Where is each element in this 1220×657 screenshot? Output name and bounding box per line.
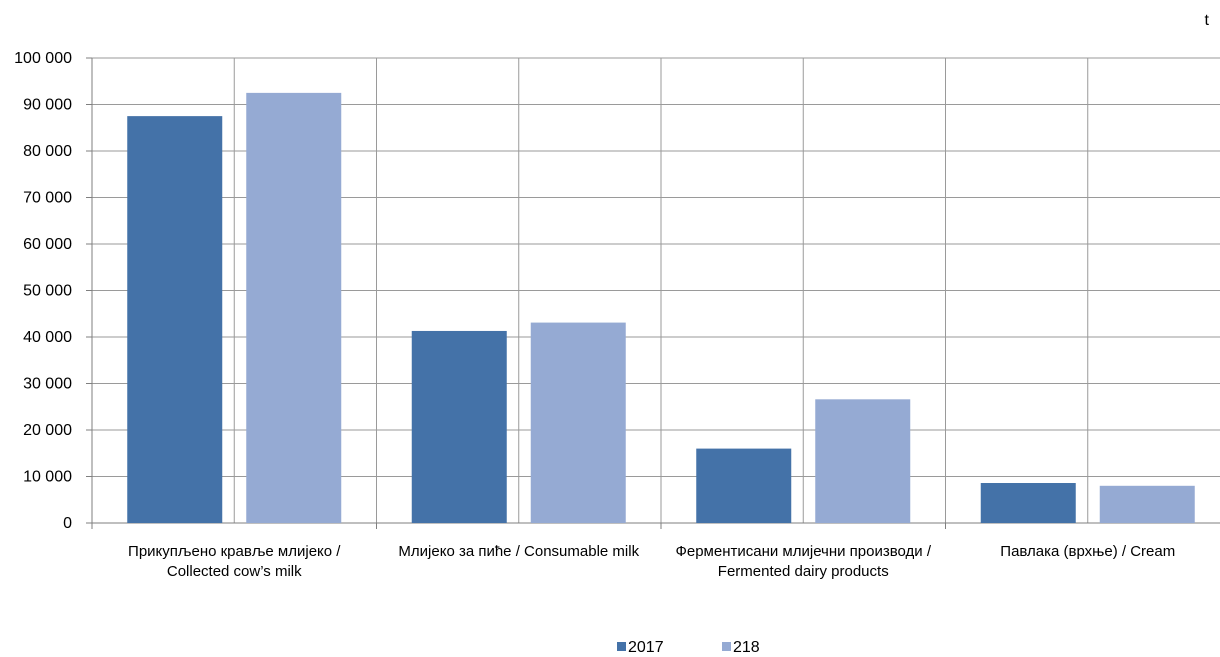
legend-label-2017: 2017 (628, 639, 664, 656)
bar-2017-0 (127, 116, 223, 523)
y-tick-label: 30 000 (23, 376, 72, 393)
bar-2017-1 (411, 330, 507, 523)
category-label-consumable-milk: Млијеко за пиће / Consumable milk (398, 543, 640, 560)
legend-item-218: 218 (722, 640, 760, 656)
y-tick-label: 70 000 (23, 190, 72, 207)
bar-2017-3 (980, 483, 1076, 523)
bar-218-3 (1099, 485, 1195, 523)
bar-2017-2 (696, 448, 792, 523)
y-tick-label: 20 000 (23, 422, 72, 439)
legend-label-218: 218 (733, 639, 760, 656)
unit-label: t (1204, 12, 1209, 29)
y-tick-label: 10 000 (23, 469, 72, 486)
legend-item-2017: 2017 (617, 640, 664, 656)
category-label-fermented-products: Ферментисани млијечни производи / Fermen… (675, 543, 932, 580)
y-tick-label: 100 000 (14, 50, 72, 67)
legend-swatch-218 (722, 642, 731, 651)
bar-218-2 (815, 399, 911, 523)
y-tick-label: 50 000 (23, 283, 72, 300)
bar-218-0 (246, 92, 342, 523)
y-tick-label: 90 000 (23, 97, 72, 114)
bar-218-1 (530, 322, 626, 523)
y-tick-label: 80 000 (23, 143, 72, 160)
y-tick-label: 40 000 (23, 329, 72, 346)
category-label-cream: Павлака (врхње) / Cream (1000, 543, 1176, 560)
legend-swatch-2017 (617, 642, 626, 651)
y-tick-label: 0 (63, 515, 72, 532)
category-label-collected-milk: Прикупљено кравље млијеко / Collected co… (128, 543, 341, 580)
y-tick-label: 60 000 (23, 236, 72, 253)
